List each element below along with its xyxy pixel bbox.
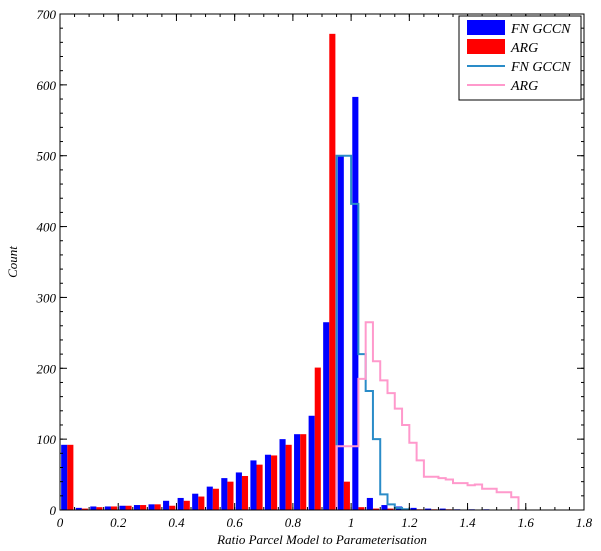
x-tick-label: 1.2 (401, 515, 418, 530)
bar-arg-22 (387, 508, 394, 510)
tick-labels-layer: 0 0.2 0.4 0.6 0.8 1 1.2 1.4 1.6 1.8 0 100 200 300 400 5… (36, 7, 593, 530)
bar-arg-4 (125, 505, 132, 510)
bar-arg-7 (169, 505, 176, 510)
step-line-fn-gccn-0 (335, 154, 411, 511)
bar-fn-gccn-3 (104, 506, 111, 510)
bar-fn-gccn-0 (61, 444, 68, 510)
x-tick-label: 1.6 (518, 515, 535, 530)
bar-arg-14 (271, 455, 278, 510)
y-tick-label: 100 (37, 432, 57, 447)
bar-arg-0 (67, 444, 74, 510)
y-tick-label: 200 (37, 361, 57, 376)
x-tick-label: 1 (348, 515, 355, 530)
bar-arg-20 (358, 507, 365, 510)
y-tick-label: 0 (50, 503, 57, 518)
bar-arg-3 (110, 506, 118, 510)
bar-arg-10 (212, 488, 219, 510)
bar-arg-16 (300, 434, 307, 510)
bar-fn-gccn-17 (308, 415, 315, 510)
bar-arg-17 (314, 367, 321, 510)
bar-fn-gccn-1 (75, 507, 82, 510)
bars-layer (61, 33, 490, 511)
x-tick-label: 1.4 (459, 515, 476, 530)
bar-fn-gccn-10 (206, 486, 213, 510)
y-tick-label: 300 (36, 290, 57, 305)
bar-fn-gccn-12 (235, 472, 242, 510)
bar-arg-9 (198, 496, 205, 510)
step-line-arg-1 (335, 321, 520, 510)
bar-arg-6 (154, 504, 161, 510)
bar-arg-13 (256, 464, 263, 510)
bar-fn-gccn-21 (366, 497, 373, 510)
bar-arg-2 (96, 507, 103, 510)
step-lines-layer (335, 154, 520, 511)
y-axis-title: Count (5, 246, 20, 278)
legend-swatch-bar (467, 39, 505, 54)
legend-label: ARG (510, 41, 538, 56)
x-tick-label: 0.8 (285, 515, 302, 530)
bar-fn-gccn-7 (163, 500, 170, 510)
x-tick-label: 0.6 (227, 515, 244, 530)
x-tick-label: 0.4 (168, 515, 185, 530)
x-tick-label: 0 (57, 515, 64, 530)
y-tick-label: 700 (37, 7, 57, 22)
legend-swatch-bar (467, 20, 505, 35)
legend: FN GCCN ARG FN GCCN ARG (458, 15, 582, 101)
bar-arg-12 (241, 475, 249, 510)
bar-fn-gccn-6 (148, 504, 155, 510)
bar-fn-gccn-8 (177, 497, 184, 510)
bar-fn-gccn-20 (352, 96, 359, 511)
bar-arg-1 (81, 508, 88, 510)
y-tick-label: 400 (37, 220, 57, 235)
bar-fn-gccn-18 (323, 322, 330, 510)
bar-fn-gccn-19 (337, 155, 344, 510)
bar-arg-15 (285, 444, 292, 510)
y-tick-label: 500 (37, 149, 57, 164)
bar-arg-18 (329, 33, 336, 511)
legend-label: FN GCCN (510, 60, 571, 75)
bar-fn-gccn-14 (264, 454, 272, 510)
x-tick-label: 0.2 (110, 515, 127, 530)
bar-arg-11 (227, 481, 234, 510)
y-tick-label: 600 (37, 78, 57, 93)
bar-fn-gccn-9 (192, 493, 199, 510)
bar-fn-gccn-5 (133, 505, 141, 510)
x-tick-label: 1.8 (576, 515, 593, 530)
bar-fn-gccn-4 (119, 505, 126, 510)
bar-fn-gccn-16 (294, 434, 301, 510)
bar-fn-gccn-13 (250, 460, 257, 510)
bar-fn-gccn-24 (410, 507, 417, 510)
bar-arg-5 (140, 505, 147, 510)
legend-label: FN GCCN (510, 22, 571, 37)
ticks-layer (59, 13, 585, 511)
bar-fn-gccn-2 (90, 506, 97, 510)
bar-fn-gccn-15 (279, 439, 286, 510)
bar-arg-19 (343, 481, 350, 510)
bar-fn-gccn-11 (221, 478, 228, 510)
bar-fn-gccn-26 (439, 508, 446, 510)
bar-fn-gccn-25 (425, 508, 432, 510)
x-axis-title: Ratio Parcel Model to Parameterisation (216, 532, 427, 547)
bar-arg-8 (183, 500, 190, 510)
legend-label: ARG (510, 79, 538, 94)
bar-fn-gccn-22 (381, 505, 388, 510)
bar-arg-21 (372, 508, 380, 510)
